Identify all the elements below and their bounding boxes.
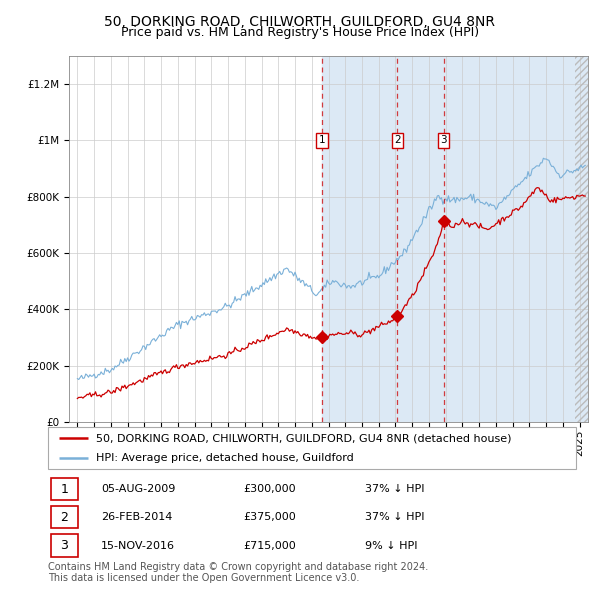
Text: 3: 3 — [440, 136, 447, 146]
FancyBboxPatch shape — [48, 427, 576, 469]
Text: 50, DORKING ROAD, CHILWORTH, GUILDFORD, GU4 8NR (detached house): 50, DORKING ROAD, CHILWORTH, GUILDFORD, … — [95, 433, 511, 443]
Text: 15-NOV-2016: 15-NOV-2016 — [101, 540, 175, 550]
Text: 2: 2 — [394, 136, 401, 146]
Text: £300,000: £300,000 — [244, 484, 296, 494]
Bar — [322, 56, 588, 422]
Text: HPI: Average price, detached house, Guildford: HPI: Average price, detached house, Guil… — [95, 453, 353, 463]
FancyBboxPatch shape — [50, 535, 78, 557]
Text: £375,000: £375,000 — [244, 512, 296, 522]
Text: 26-FEB-2014: 26-FEB-2014 — [101, 512, 172, 522]
Text: 1: 1 — [319, 136, 325, 146]
Text: Contains HM Land Registry data © Crown copyright and database right 2024.
This d: Contains HM Land Registry data © Crown c… — [48, 562, 428, 584]
Text: 9% ↓ HPI: 9% ↓ HPI — [365, 540, 418, 550]
Text: 1: 1 — [61, 483, 68, 496]
Text: 05-AUG-2009: 05-AUG-2009 — [101, 484, 175, 494]
FancyBboxPatch shape — [50, 478, 78, 500]
Text: Price paid vs. HM Land Registry's House Price Index (HPI): Price paid vs. HM Land Registry's House … — [121, 26, 479, 39]
Text: 3: 3 — [61, 539, 68, 552]
FancyBboxPatch shape — [50, 506, 78, 529]
Text: 50, DORKING ROAD, CHILWORTH, GUILDFORD, GU4 8NR: 50, DORKING ROAD, CHILWORTH, GUILDFORD, … — [104, 15, 496, 29]
Text: £715,000: £715,000 — [244, 540, 296, 550]
Text: 37% ↓ HPI: 37% ↓ HPI — [365, 512, 424, 522]
Text: 2: 2 — [61, 511, 68, 524]
Text: 37% ↓ HPI: 37% ↓ HPI — [365, 484, 424, 494]
